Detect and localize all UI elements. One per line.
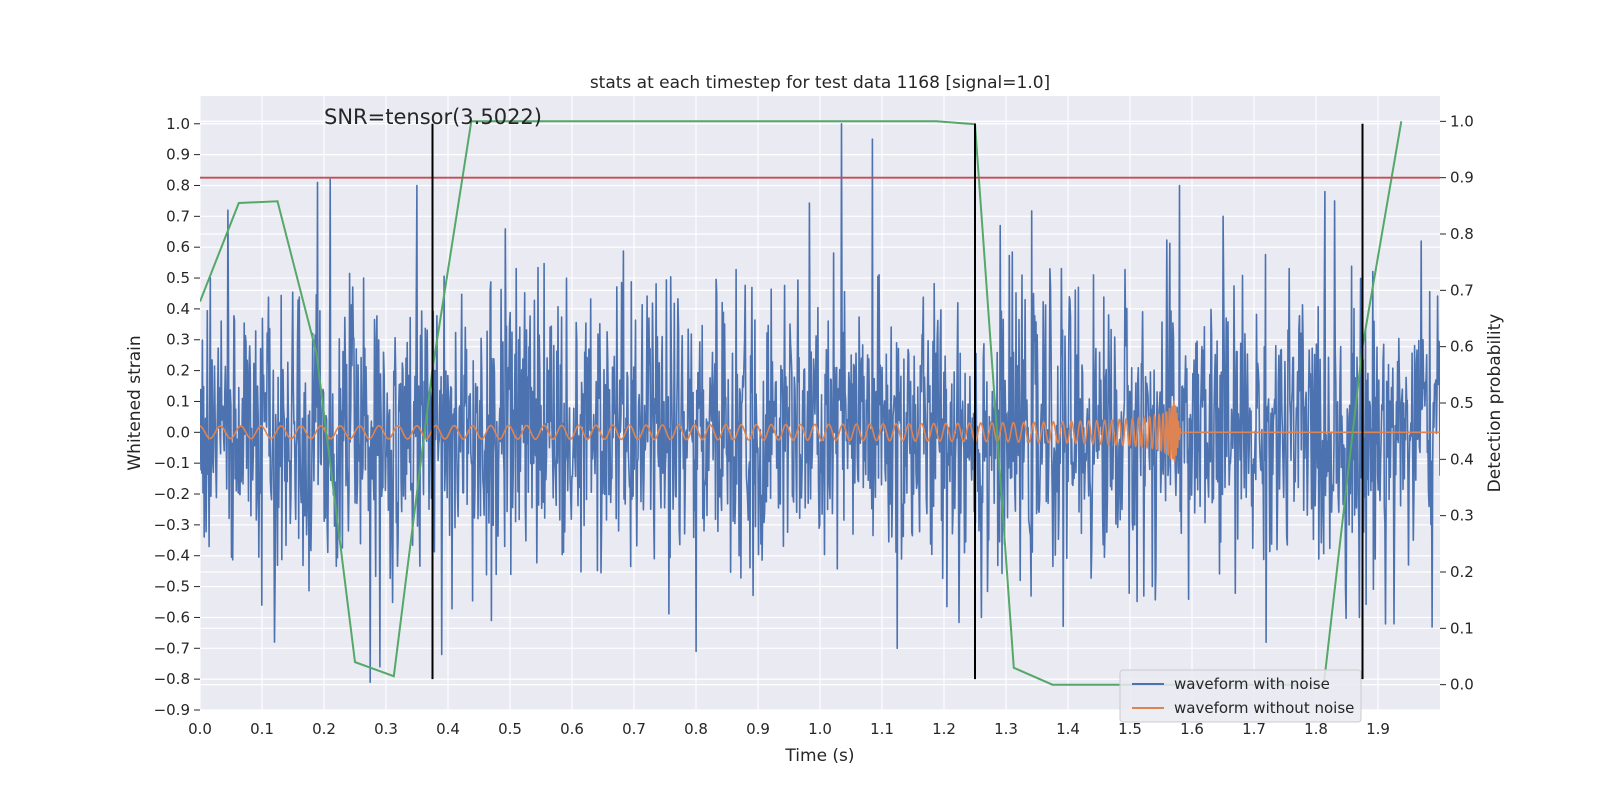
x-tick-label: 1.5 <box>1118 720 1142 738</box>
x-tick-label: 0.4 <box>436 720 460 738</box>
y-tick-label-left: 0.7 <box>166 207 190 225</box>
x-tick-label: 1.6 <box>1180 720 1204 738</box>
y-tick-label-left: 0.6 <box>166 238 190 256</box>
x-tick-label: 1.1 <box>870 720 894 738</box>
y-tick-label-right: 0.4 <box>1450 450 1474 468</box>
x-tick-label: 0.8 <box>684 720 708 738</box>
y-tick-label-left: −0.7 <box>154 639 190 657</box>
chart-title: stats at each timestep for test data 116… <box>590 73 1050 93</box>
y-tick-label-left: −0.8 <box>154 670 190 688</box>
y-tick-label-left: 0.4 <box>166 300 190 318</box>
y-tick-label-right: 0.7 <box>1450 281 1474 299</box>
y-tick-label-left: −0.4 <box>154 547 190 565</box>
x-tick-label: 0.1 <box>250 720 274 738</box>
x-tick-label: 0.7 <box>622 720 646 738</box>
y-tick-label-left: 0.9 <box>166 146 190 164</box>
y-tick-label-right: 0.5 <box>1450 394 1474 412</box>
grid <box>199 96 1440 711</box>
x-tick-label: 1.0 <box>808 720 832 738</box>
y-tick-label-right: 0.2 <box>1450 563 1474 581</box>
x-tick-label: 1.2 <box>932 720 956 738</box>
y-tick-label-left: 0.1 <box>166 392 190 410</box>
legend-label-clean: waveform without noise <box>1174 699 1354 717</box>
y-tick-label-left: −0.3 <box>154 516 190 534</box>
axes: 0.0 0.1 0.2 0.3 0.4 0.5 0.6 0.7 0.8 0.9 1.0 1.1 1.2 1… <box>154 112 1474 738</box>
series-noisy-waveform <box>200 123 1440 684</box>
y-tick-label-left: 0.3 <box>166 331 190 349</box>
x-tick-label: 0.3 <box>374 720 398 738</box>
legend: waveform with noise waveform without noi… <box>1119 669 1362 723</box>
x-tick-label: 1.8 <box>1304 720 1328 738</box>
y-tick-label-right: 1.0 <box>1450 112 1474 130</box>
x-tick-label: 0.0 <box>188 720 212 738</box>
x-tick-label: 1.9 <box>1366 720 1390 738</box>
y-tick-label-left: 0.5 <box>166 269 190 287</box>
x-tick-label: 0.2 <box>312 720 336 738</box>
y-tick-label-left: 0.8 <box>166 176 190 194</box>
x-tick-label: 1.3 <box>994 720 1018 738</box>
x-tick-label: 1.7 <box>1242 720 1266 738</box>
series-clean-waveform <box>200 400 1440 462</box>
y-tick-label-left: −0.9 <box>154 701 190 719</box>
y-axis-label-left: Whitened strain <box>125 335 145 470</box>
y-tick-label-left: 1.0 <box>166 115 190 133</box>
snr-annotation: SNR=tensor(3.5022) <box>324 105 542 129</box>
x-tick-label: 1.4 <box>1056 720 1080 738</box>
y-tick-label-left: −0.2 <box>154 485 190 503</box>
y-tick-label-right: 0.0 <box>1450 676 1474 694</box>
legend-label-noisy: waveform with noise <box>1174 675 1330 693</box>
y-tick-label-left: 0.0 <box>166 423 190 441</box>
y-tick-label-left: 0.2 <box>166 362 190 380</box>
y-axis-label-right: Detection probability <box>1485 314 1505 493</box>
y-tick-label-left: −0.5 <box>154 578 190 596</box>
y-tick-label-right: 0.1 <box>1450 619 1474 637</box>
y-tick-label-left: −0.1 <box>154 454 190 472</box>
legend-box <box>1119 669 1362 723</box>
x-tick-label: 0.5 <box>498 720 522 738</box>
x-axis-label: Time (s) <box>784 746 854 766</box>
y-tick-label-left: −0.6 <box>154 608 190 626</box>
x-tick-label: 0.9 <box>746 720 770 738</box>
y-tick-label-right: 0.9 <box>1450 169 1474 187</box>
y-tick-label-right: 0.8 <box>1450 225 1474 243</box>
x-tick-label: 0.6 <box>560 720 584 738</box>
y-tick-label-right: 0.6 <box>1450 338 1474 356</box>
y-tick-label-right: 0.3 <box>1450 507 1474 525</box>
